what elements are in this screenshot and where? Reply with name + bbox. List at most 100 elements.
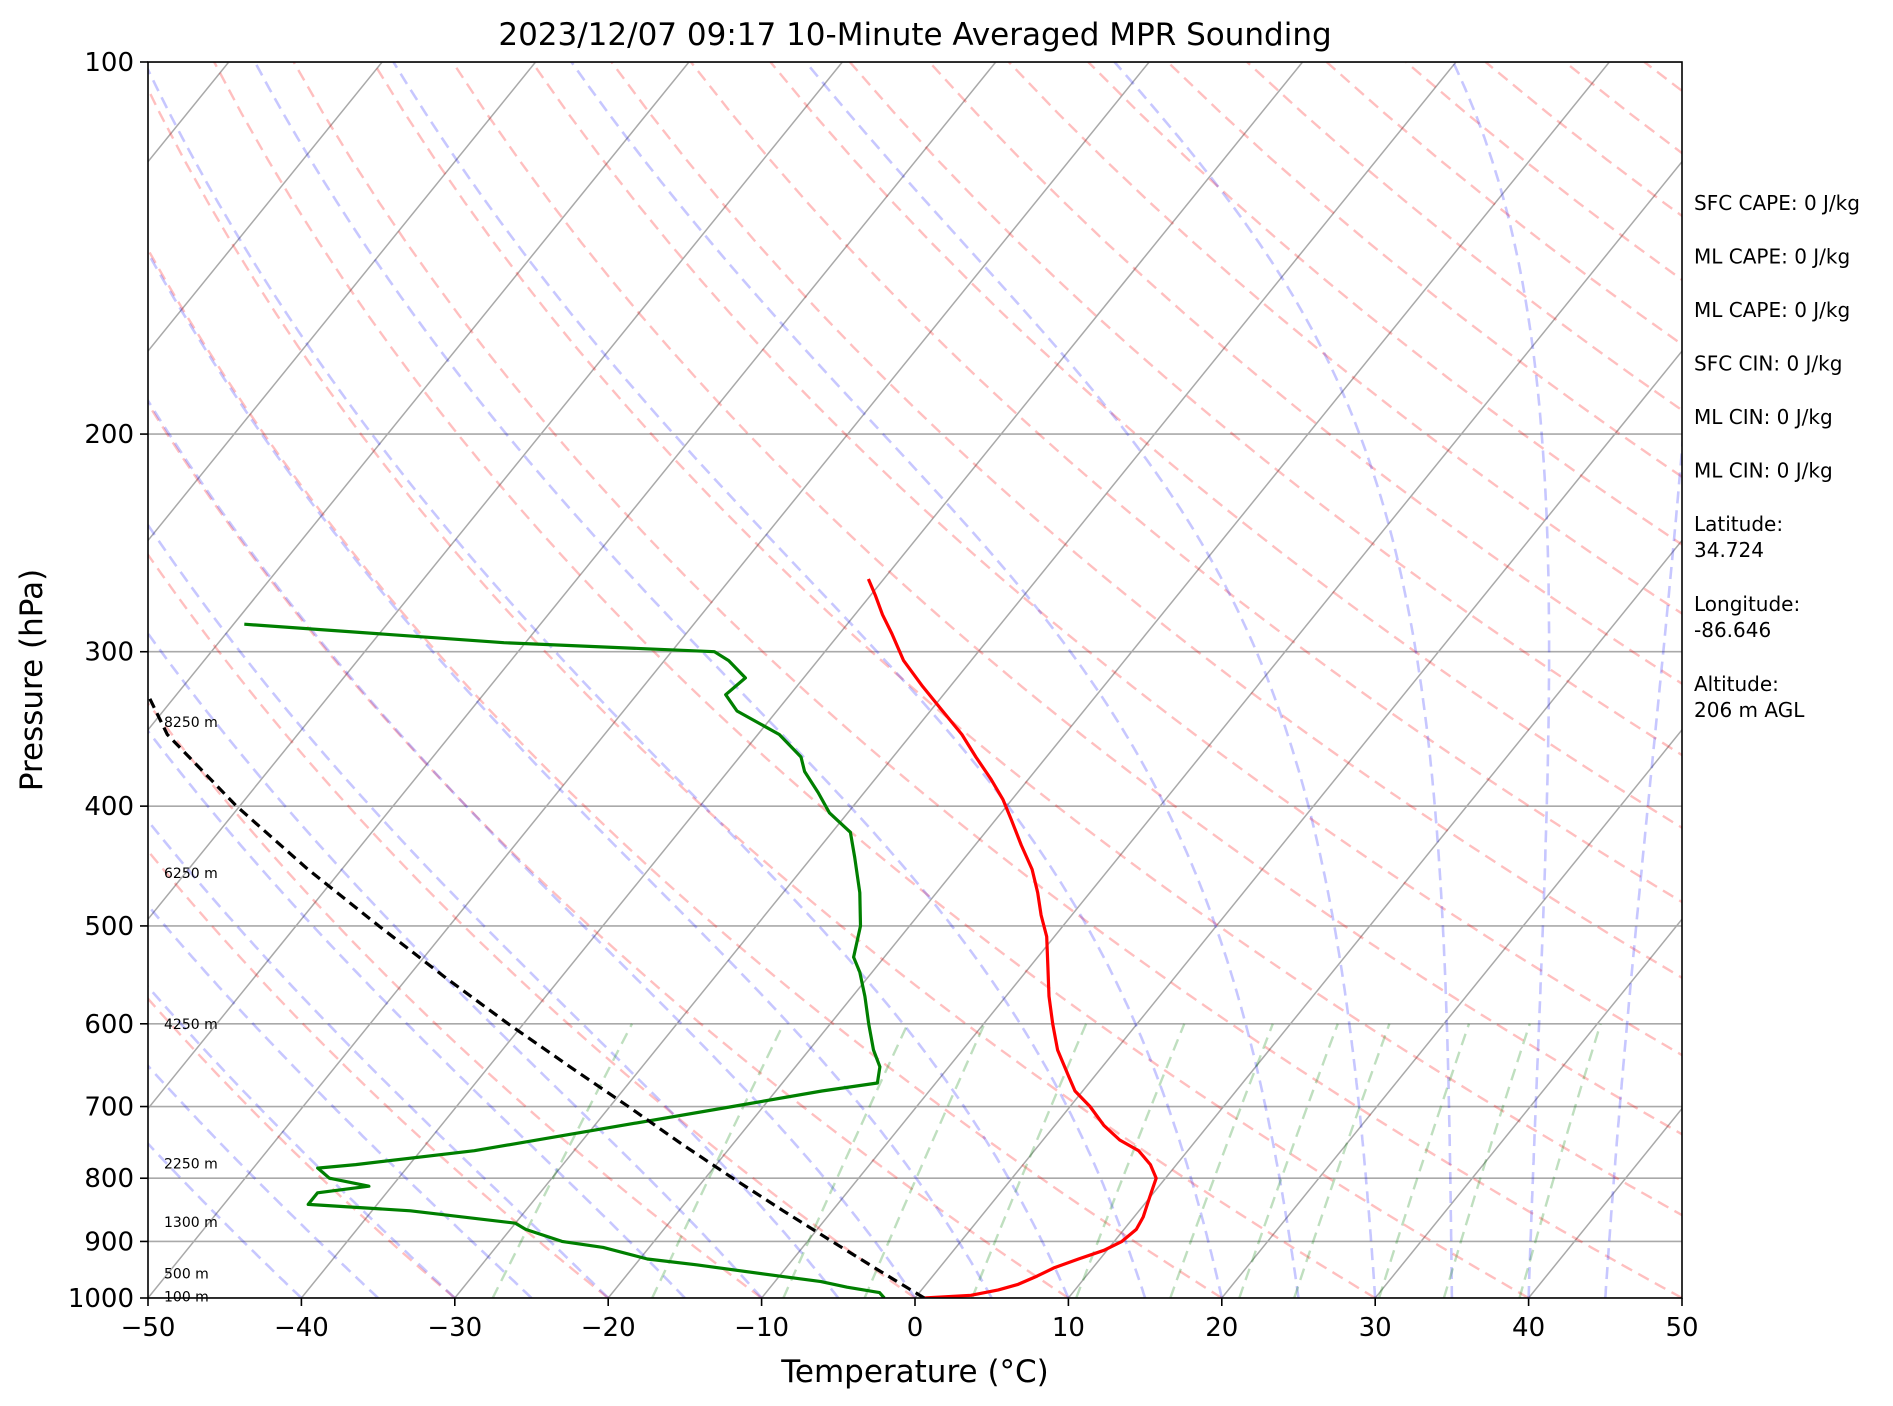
isotherm-line xyxy=(1067,539,1682,1298)
x-tick-label: 30 xyxy=(1359,1313,1392,1343)
y-tick-label: 300 xyxy=(84,638,134,668)
moist-adiabat xyxy=(392,62,1224,1298)
moist-adiabat xyxy=(148,1063,380,1298)
dry-adiabat xyxy=(213,62,1530,1298)
mixing-ratio-line xyxy=(491,1023,634,1298)
info-line: ML CIN: 0 J/kg xyxy=(1694,459,1833,483)
info-line: -86.646 xyxy=(1694,618,1771,642)
height-label: 4250 m xyxy=(164,1017,218,1033)
info-line: Latitude: xyxy=(1694,512,1783,536)
dry-adiabat xyxy=(148,849,609,1298)
x-tick-label: 0 xyxy=(907,1313,924,1343)
info-line: Longitude: xyxy=(1694,592,1800,616)
moist-adiabat xyxy=(148,1141,303,1298)
moist-adiabat xyxy=(570,62,1300,1298)
info-line: ML CIN: 0 J/kg xyxy=(1694,405,1833,429)
dry-adiabat xyxy=(451,62,1682,1136)
height-label: 2250 m xyxy=(164,1156,218,1172)
mixing-ratio-line xyxy=(1169,1023,1274,1298)
isotherm-line xyxy=(454,62,1457,1298)
height-label: 8250 m xyxy=(164,715,218,731)
dry-adiabat xyxy=(848,62,1682,757)
dry-adiabat xyxy=(148,701,763,1298)
y-axis-label: Pressure (hPa) xyxy=(14,569,50,791)
parcel-profile-line xyxy=(148,691,926,1298)
dry-adiabat xyxy=(928,62,1682,686)
isotherm-line xyxy=(148,62,997,1110)
moist-adiabat xyxy=(804,62,1377,1298)
dry-adiabat xyxy=(531,62,1682,1057)
moist-adiabat xyxy=(148,818,610,1298)
sounding-profiles xyxy=(148,578,1158,1298)
axes: −50 −40 −30 −20 −10 0 10 20 30 40 50 100 200 300 400 50… xyxy=(68,48,1699,1343)
x-tick-label: −30 xyxy=(427,1313,482,1343)
height-label: 1300 m xyxy=(164,1215,218,1231)
isotherm-line xyxy=(914,349,1682,1298)
mixing-ratio-line xyxy=(782,1023,909,1298)
isotherm-line xyxy=(148,62,690,732)
isotherm-line xyxy=(148,62,1150,1298)
info-line: SFC CIN: 0 J/kg xyxy=(1694,352,1842,376)
y-tick-label: 900 xyxy=(84,1227,134,1257)
x-tick-label: 20 xyxy=(1205,1313,1238,1343)
info-line: 34.724 xyxy=(1694,538,1764,562)
moist-adiabat xyxy=(148,66,1070,1298)
x-axis-label: Temperature (°C) xyxy=(780,1354,1049,1390)
y-tick-label: 400 xyxy=(84,792,134,822)
mixing-ratio-line xyxy=(1442,1023,1531,1298)
sounding-info-panel: SFC CAPE: 0 J/kg ML CAPE: 0 J/kg ML CAPE: … xyxy=(1694,191,1860,722)
x-tick-label: 50 xyxy=(1665,1313,1698,1343)
moist-adiabat xyxy=(148,631,763,1298)
y-tick-label: 700 xyxy=(84,1093,134,1123)
info-line: 206 m AGL xyxy=(1694,698,1805,722)
isotherm-line xyxy=(148,62,537,542)
dry-adiabat xyxy=(292,62,1682,1298)
moist-adiabat xyxy=(1113,62,1454,1298)
isotherm-line xyxy=(148,62,843,921)
dewpoint-profile-line xyxy=(244,622,886,1298)
mixing-ratio-line xyxy=(1518,1023,1602,1298)
dry-adiabat xyxy=(148,401,1070,1298)
height-label: 6250 m xyxy=(164,866,218,882)
x-tick-label: 40 xyxy=(1512,1313,1545,1343)
mixing-ratio-line xyxy=(1377,1023,1471,1298)
mixing-ratio-line xyxy=(1293,1023,1391,1298)
height-labels: 100 m 500 m 1300 m 2250 m 4250 m 6250 m 8250 m xyxy=(164,715,218,1305)
isotherm-line xyxy=(300,62,1304,1298)
dry-adiabat xyxy=(148,86,1376,1298)
isotherm-line xyxy=(148,62,383,353)
x-tick-label: −20 xyxy=(581,1313,636,1343)
y-tick-label: 600 xyxy=(84,1010,134,1040)
moist-adiabat xyxy=(1604,434,1682,1298)
height-label: 500 m xyxy=(164,1266,209,1282)
mixing-ratio-line xyxy=(1075,1023,1186,1298)
dry-adiabat xyxy=(148,247,1223,1298)
info-line: ML CAPE: 0 J/kg xyxy=(1694,245,1850,269)
chart-title: 2023/12/07 09:17 10-Minute Averaged MPR … xyxy=(498,17,1331,53)
moist-adiabat xyxy=(148,522,840,1298)
x-tick-label: −50 xyxy=(121,1313,176,1343)
moist-adiabat xyxy=(148,250,993,1298)
y-tick-label: 100 xyxy=(84,48,134,78)
y-tick-label: 800 xyxy=(84,1164,134,1194)
y-tick-label: 200 xyxy=(84,420,134,450)
info-line: ML CAPE: 0 J/kg xyxy=(1694,298,1850,322)
y-tick-label: 500 xyxy=(84,912,134,942)
isotherm-line xyxy=(1374,918,1682,1298)
info-line: Altitude: xyxy=(1694,672,1779,696)
mixing-ratio-line xyxy=(970,1023,1088,1298)
background-lines xyxy=(148,62,1682,1298)
dry-adiabat xyxy=(610,62,1682,980)
info-line: SFC CAPE: 0 J/kg xyxy=(1694,191,1860,215)
isotherm-line xyxy=(1221,728,1682,1298)
mixing-ratio-line xyxy=(863,1023,986,1298)
temperature-profile-line xyxy=(866,578,1158,1298)
isotherm-line xyxy=(607,62,1610,1298)
dry-adiabat xyxy=(372,62,1682,1217)
moist-adiabat xyxy=(148,398,917,1298)
x-tick-label: 10 xyxy=(1052,1313,1085,1343)
x-tick-label: −10 xyxy=(734,1313,789,1343)
isotherm-line xyxy=(761,160,1682,1298)
